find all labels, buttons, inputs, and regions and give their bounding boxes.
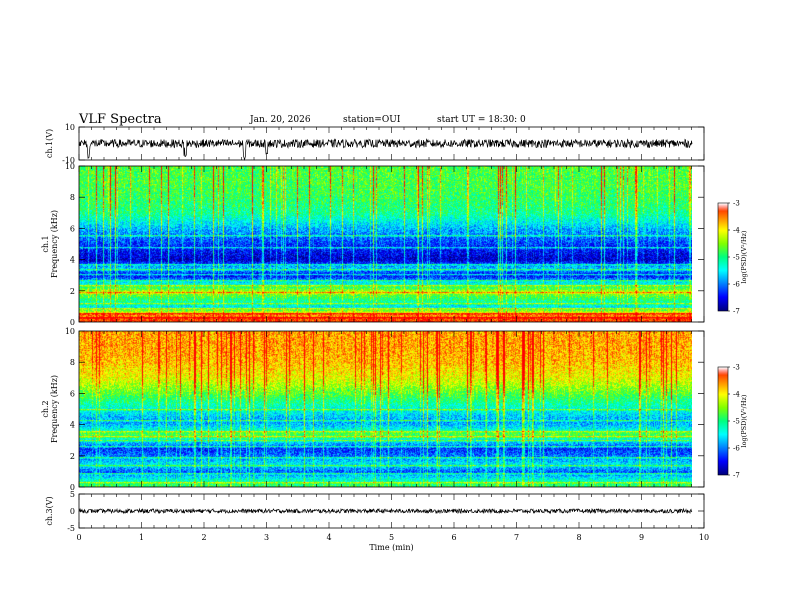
x-tick-label: 6: [451, 533, 456, 542]
ch3-waveform-ytick-label: -5: [67, 524, 75, 533]
x-tick-label: 2: [201, 533, 206, 542]
ch1-spectrogram-ytick-label: 8: [70, 193, 75, 202]
ch1-spectrogram-ytick-label: 4: [70, 256, 75, 265]
x-tick-label: 5: [389, 533, 394, 542]
ch1-waveform-trace: [78, 138, 693, 161]
colorbar-1-tick-label: -6: [733, 281, 740, 289]
ch3-waveform-ylabel: ch.3(V): [45, 496, 54, 525]
ch1-waveform-ytick-label: -10: [62, 156, 75, 165]
start-time-label: start UT = 18:30: 0: [437, 115, 526, 125]
colorbar-1-tick-label: -7: [733, 308, 740, 316]
ch3-waveform-trace: [78, 507, 693, 515]
ch1-waveform-ytick-label: 10: [65, 123, 75, 132]
x-tick-label: 7: [514, 533, 519, 542]
ch2-spectrogram-ytick-label: 10: [65, 327, 75, 336]
x-axis-label: Time (min): [369, 543, 413, 552]
x-tick-label: 10: [699, 533, 709, 542]
x-tick-label: 0: [76, 533, 81, 542]
ch2-spectrogram-image: [79, 331, 692, 487]
ch3-waveform-ytick-label: 5: [70, 490, 75, 499]
colorbar-1-tick-label: -4: [733, 227, 740, 235]
colorbar-2-image: [718, 367, 728, 475]
ch1-spectrogram-image: [79, 166, 692, 322]
colorbar-1-label: log(PSD)(V²/Hz): [740, 230, 748, 283]
colorbar-2-tick-label: -3: [733, 364, 740, 372]
ch2-spectrogram-ytick-label: 0: [70, 483, 75, 492]
figure-title: VLF Spectra: [79, 112, 162, 127]
ch2-spectrogram-ylabel: ch.2: [41, 400, 50, 417]
colorbar-2-tick-label: -5: [733, 418, 740, 426]
axes-frames: [78, 126, 730, 529]
x-tick-label: 3: [264, 533, 269, 542]
ch1-spectrogram-ytick-label: 0: [70, 318, 75, 327]
colorbar-2-tick-label: -7: [733, 472, 740, 480]
x-tick-label: 9: [639, 533, 644, 542]
ch1-spectrogram-ylabel: ch.1: [41, 235, 50, 252]
ch1-spectrogram-ylabel: Frequency (kHz): [50, 210, 59, 278]
ch2-spectrogram-ytick-label: 4: [70, 421, 75, 430]
x-tick-label: 4: [326, 533, 331, 542]
ch1-spectrogram-ytick-label: 6: [70, 224, 75, 233]
ch1-spectrogram-ytick-label: 2: [70, 287, 75, 296]
axis-labels: -3 -4 -5 -6 -7 log(PSD)(V²/Hz) -3 -4 -5 -6 -7 log(P…: [41, 123, 748, 552]
colorbar-1-tick-label: -3: [733, 200, 740, 208]
spectrogram-images: [79, 166, 728, 487]
waveform-traces: [78, 138, 693, 515]
ch1-spectrogram-ytick-label: 10: [65, 162, 75, 171]
ch2-spectrogram-ytick-label: 2: [70, 452, 75, 461]
ch2-spectrogram-ytick-label: 8: [70, 358, 75, 367]
station-label: station=OUI: [343, 115, 401, 125]
x-tick-label: 1: [139, 533, 144, 542]
colorbar-2-label: log(PSD)(V²/Hz): [740, 394, 748, 447]
colorbar-2-tick-label: -4: [733, 391, 740, 399]
colorbar-1-tick-label: -5: [733, 254, 740, 262]
colorbar-1-image: [718, 203, 728, 311]
date-label: Jan. 20, 2026: [250, 115, 311, 125]
x-tick-label: 8: [576, 533, 581, 542]
ch2-spectrogram-ylabel: Frequency (kHz): [50, 375, 59, 443]
ch2-spectrogram-ytick-label: 6: [70, 389, 75, 398]
ch1-waveform-ylabel: ch.1(V): [45, 129, 54, 158]
colorbar-2-tick-label: -6: [733, 445, 740, 453]
ch3-waveform-ytick-label: 0: [70, 507, 75, 516]
